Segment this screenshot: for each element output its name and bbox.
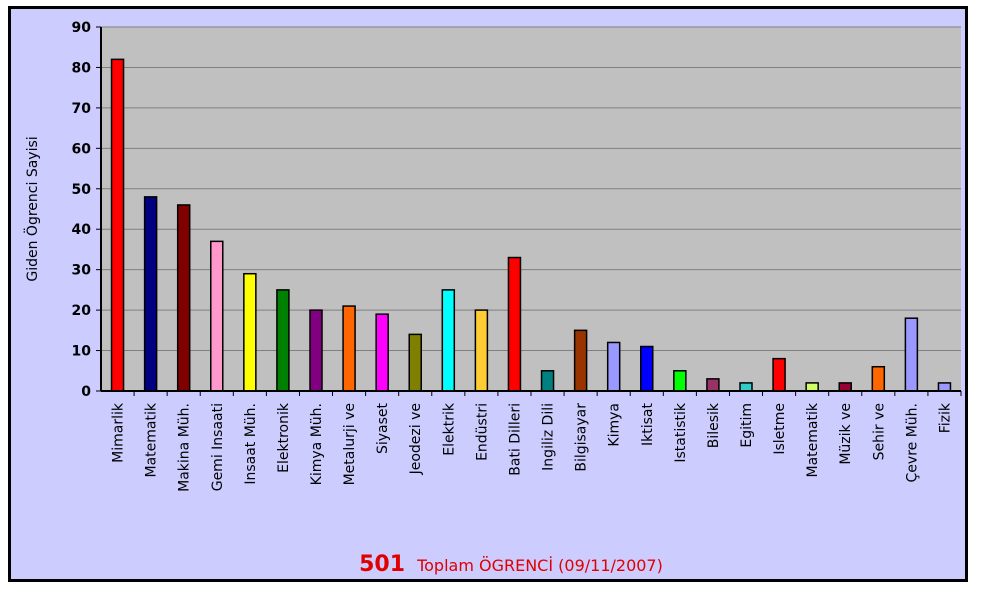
x-category-label: Elektrik — [441, 402, 457, 456]
bar — [408, 333, 422, 392]
x-category-label: Bilgisayar — [574, 403, 590, 472]
x-category-label: Elektronik — [276, 402, 292, 473]
bar — [143, 196, 158, 392]
footer-text: Toplam ÖGRENCİ (09/11/2007) — [416, 556, 663, 575]
y-tick-label: 60 — [72, 141, 92, 157]
bar — [706, 378, 720, 392]
chart-frame: 0 10 20 30 40 50 60 70 80 90 Mimarlik Matematik Mak… — [8, 6, 968, 582]
bar — [540, 370, 555, 392]
x-category-label: Isletme — [772, 403, 788, 455]
bar — [176, 204, 191, 392]
bar — [904, 317, 919, 392]
x-category-label: Çevre Müh. — [904, 403, 920, 482]
y-tick-label: 80 — [72, 60, 92, 76]
x-category-label: Istatistik — [673, 402, 689, 463]
x-category-label: Egitim — [739, 403, 755, 448]
x-category-label: Mimarlik — [111, 402, 127, 463]
x-category-label: Siyaset — [375, 402, 391, 454]
bar — [309, 309, 323, 392]
x-category-label: Jeodezi ve — [408, 403, 424, 475]
y-tick-label: 90 — [72, 20, 92, 36]
y-tick-label: 40 — [72, 222, 92, 238]
x-category-label: Makina Müh. — [177, 403, 193, 492]
bar — [640, 345, 654, 392]
footer: 501 Toplam ÖGRENCİ (09/11/2007) — [359, 552, 663, 577]
bar — [441, 289, 456, 392]
x-category-label: Matematik — [805, 402, 821, 477]
bar-chart: 0 10 20 30 40 50 60 70 80 90 Mimarlik Matematik Mak… — [23, 20, 962, 577]
bar — [507, 256, 522, 392]
bar — [474, 309, 489, 392]
plot-area — [101, 27, 961, 391]
x-category-label: Müzik ve — [838, 403, 854, 465]
bar — [375, 313, 389, 392]
x-category-label: Endüstri — [474, 403, 490, 461]
y-tick-label: 10 — [72, 344, 92, 360]
x-category-label: Fizik — [937, 402, 953, 433]
y-tick-label: 30 — [72, 263, 92, 279]
y-tick-label: 0 — [81, 384, 91, 400]
bar — [871, 365, 886, 392]
y-tick-label: 70 — [72, 101, 92, 117]
y-tick-label: 50 — [72, 182, 92, 198]
bar — [606, 341, 621, 392]
x-category-label: Kimya Müh. — [309, 403, 325, 485]
bar — [739, 382, 753, 392]
x-category-label: Bilesik — [706, 402, 722, 448]
y-tick-labels: 0 10 20 30 40 50 60 70 80 90 — [72, 20, 92, 400]
x-category-label: Metalurji ve — [342, 403, 358, 485]
y-tick-label: 20 — [72, 303, 92, 319]
x-category-label: Bati Dilleri — [507, 403, 523, 476]
x-category-label: Kimya — [607, 403, 623, 447]
bar — [838, 382, 852, 392]
x-category-label: Matematik — [144, 402, 160, 477]
x-category-label: Insaat Müh. — [243, 403, 259, 485]
total-count: 501 — [359, 552, 405, 577]
x-category-label: Iktisat — [640, 402, 656, 445]
bar — [937, 382, 952, 392]
bar — [805, 382, 819, 392]
bar — [772, 357, 786, 392]
x-category-label: Sehir ve — [871, 403, 887, 460]
x-category-label: Gemi Insaati — [210, 403, 226, 491]
bar — [673, 370, 687, 392]
y-axis-title: Giden Ögrenci Sayisi — [23, 136, 41, 281]
bar — [110, 58, 125, 392]
bar — [276, 289, 290, 392]
x-category-labels: Mimarlik Matematik Makina Müh. Gemi Insaati… — [111, 391, 962, 492]
bar — [342, 305, 356, 392]
bar — [210, 240, 224, 392]
bar — [573, 329, 588, 392]
bar — [243, 272, 257, 392]
x-category-label: Ingiliz Dili — [541, 403, 557, 471]
